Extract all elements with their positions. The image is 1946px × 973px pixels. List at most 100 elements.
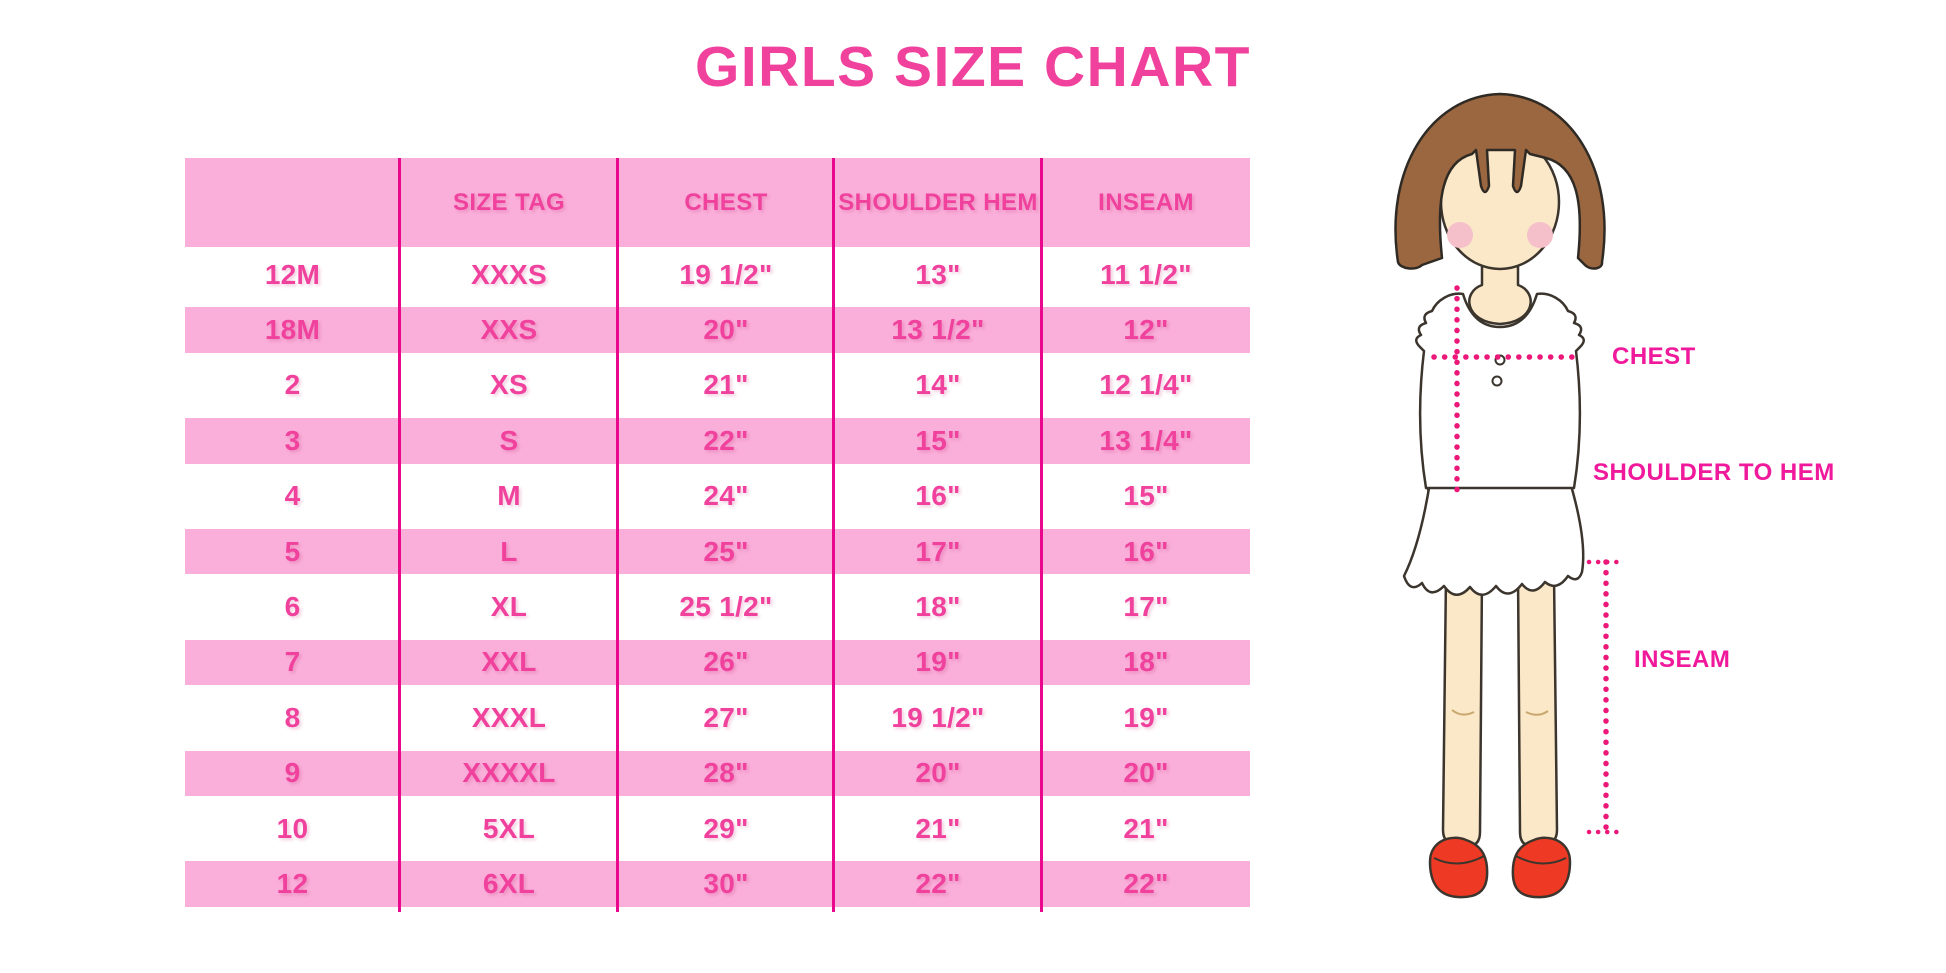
table-cell: 21" [1123, 812, 1169, 844]
table-cell: 19 1/2" [679, 258, 773, 290]
table-cell: 18M [264, 314, 321, 346]
table-cell: 19 1/2" [891, 701, 985, 733]
girl-illustration [1394, 92, 1626, 899]
table-cell: 12M [264, 258, 321, 290]
table-cell: 22" [915, 867, 961, 899]
table-cell: 9 [284, 757, 301, 789]
table-cell: 6 [284, 591, 301, 623]
table-cell: 27" [703, 701, 749, 733]
table-cell: M [497, 480, 521, 512]
table-cell: 21" [915, 812, 961, 844]
column-header: CHEST [684, 188, 768, 216]
table-cell: 5XL [482, 812, 536, 844]
table-cell: 16" [915, 480, 961, 512]
girl-skirt-ruffle [1402, 480, 1585, 596]
column-header: INSEAM [1098, 188, 1194, 216]
size-table-body: 12M XXXS 19 1/2" 13" 11 1/2" 18M XXS 20" 13 1/2"… [185, 247, 1250, 912]
page-title: GIRLS SIZE CHART [694, 35, 1251, 99]
girls-size-table: SIZE TAG CHEST SHOULDER HEM INSEAM 12M XXXS 1… [185, 158, 1250, 912]
measurement-label-chest: CHEST [1612, 343, 1696, 370]
table-cell: 25 1/2" [679, 591, 773, 623]
girl-left-leg [1441, 573, 1484, 848]
shirt-button [1491, 375, 1503, 387]
girl-cheek [1527, 222, 1553, 248]
girl-left-shoe [1428, 836, 1489, 899]
table-row: 4 M 24" 16" 15" [185, 469, 1250, 524]
girl-cheek [1447, 222, 1473, 248]
table-cell: 26" [703, 646, 749, 678]
table-cell: 21" [703, 369, 749, 401]
table-cell: 22" [1123, 867, 1169, 899]
table-cell: 10 [276, 812, 309, 844]
table-cell: 5 [284, 535, 301, 567]
table-cell: XS [490, 369, 528, 401]
shoe-strap [1433, 855, 1485, 865]
table-cell: 4 [284, 480, 301, 512]
table-cell: XXXXL [462, 757, 556, 789]
table-cell: 11 1/2" [1100, 258, 1192, 290]
table-cell: 25" [703, 535, 749, 567]
girl-hair [1394, 92, 1606, 270]
column-divider [832, 158, 835, 912]
table-cell: 20" [1123, 757, 1169, 789]
table-cell: 20" [703, 314, 749, 346]
table-cell: XXXS [471, 258, 547, 290]
table-cell: 16" [1123, 535, 1169, 567]
table-cell: 18" [915, 591, 961, 623]
girl-right-leg [1516, 573, 1559, 848]
table-row: 2 XS 21" 14" 12 1/4" [185, 358, 1250, 413]
table-row: 12M XXXS 19 1/2" 13" 11 1/2" [185, 247, 1250, 302]
table-header-row: SIZE TAG CHEST SHOULDER HEM INSEAM [185, 158, 1250, 247]
table-cell: 13 1/2" [891, 314, 985, 346]
table-row: 18M XXS 20" 13 1/2" 12" [185, 302, 1250, 358]
table-cell: 20" [915, 757, 961, 789]
girl-right-shoe [1511, 836, 1572, 899]
table-cell: XXS [480, 314, 538, 346]
column-divider [616, 158, 619, 912]
table-cell: 28" [703, 757, 749, 789]
measurement-label-shoulder-to-hem: SHOULDER TO HEM [1593, 459, 1835, 486]
table-cell: 8 [284, 701, 301, 733]
table-row: 8 XXXL 27" 19 1/2" 19" [185, 690, 1250, 745]
table-cell: 30" [703, 867, 749, 899]
table-cell: XL [490, 591, 528, 623]
table-row: 6 XL 25 1/2" 18" 17" [185, 579, 1250, 634]
table-cell: 7 [284, 646, 301, 678]
table-cell: 24" [703, 480, 749, 512]
table-cell: S [499, 424, 519, 456]
column-divider [398, 158, 401, 912]
column-divider [1040, 158, 1043, 912]
table-cell: 15" [1123, 480, 1169, 512]
measurement-label-inseam: INSEAM [1634, 646, 1731, 673]
table-row: 3 S 22" 15" 13 1/4" [185, 413, 1250, 469]
table-cell: 18" [1123, 646, 1169, 678]
table-cell: 13 1/4" [1099, 424, 1193, 456]
table-row: 7 XXL 26" 19" 18" [185, 634, 1250, 691]
table-cell: 3 [284, 424, 301, 456]
table-cell: 17" [915, 535, 961, 567]
table-row: 10 5XL 29" 21" 21" [185, 801, 1250, 856]
table-cell: L [500, 535, 518, 567]
girl-neck [1468, 260, 1532, 326]
table-row: 9 XXXXL 28" 20" 20" [185, 745, 1250, 801]
table-cell: XXXL [471, 701, 547, 733]
table-cell: 12 1/4" [1099, 369, 1193, 401]
knee-line [1451, 709, 1549, 716]
table-cell: 15" [915, 424, 961, 456]
table-cell: 12" [1123, 314, 1169, 346]
table-cell: 14" [915, 369, 961, 401]
table-cell: 19" [1123, 701, 1169, 733]
table-cell: 17" [1123, 591, 1169, 623]
table-cell: 2 [284, 369, 301, 401]
table-row: 5 L 25" 17" 16" [185, 523, 1250, 580]
table-cell: 22" [703, 424, 749, 456]
column-header: SIZE TAG [452, 188, 566, 216]
table-cell: 29" [703, 812, 749, 844]
table-cell: 19" [915, 646, 961, 678]
table-cell: 13" [915, 258, 961, 290]
column-header: SHOULDER HEM [838, 188, 1038, 216]
table-row: 12 6XL 30" 22" 22" [185, 856, 1250, 912]
table-cell: XXL [481, 646, 537, 678]
table-cell: 6XL [482, 867, 536, 899]
